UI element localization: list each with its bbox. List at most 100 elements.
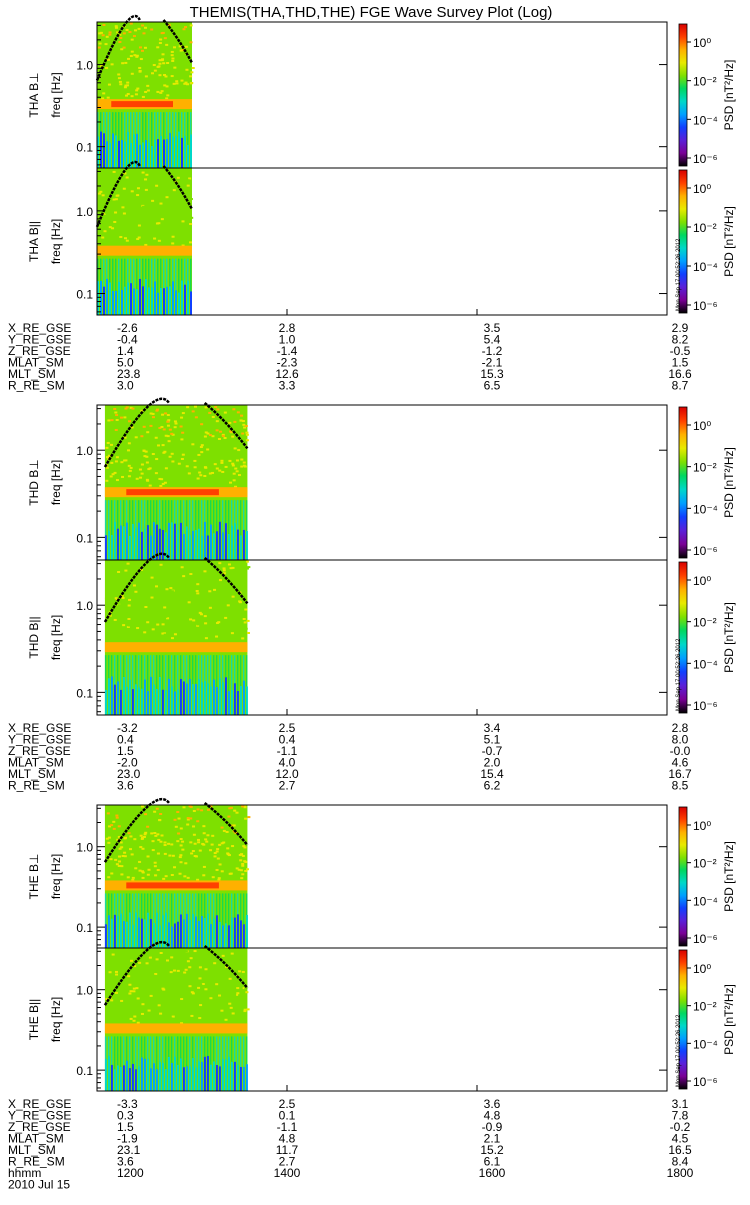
noise-column (224, 1059, 227, 1091)
figure-title: THEMIS(THA,THD,THE) FGE Wave Survey Plot… (190, 4, 553, 21)
noise-speck (241, 873, 245, 876)
noise-speck (163, 852, 167, 855)
noise-column (119, 1036, 122, 1067)
noise-speck (187, 216, 191, 219)
noise-speck (227, 573, 231, 576)
noise-speck (180, 998, 184, 1001)
noise-speck (220, 971, 224, 974)
ephemeris-label: MLAT_SM (8, 1132, 64, 1146)
noise-speck (153, 235, 157, 238)
noise-speck (116, 194, 120, 197)
noise-speck (181, 220, 185, 223)
noise-speck (166, 62, 170, 65)
noise-speck (113, 407, 117, 410)
noise-column (221, 500, 224, 533)
noise-speck (138, 961, 142, 964)
noise-speck (108, 31, 112, 34)
noise-speck (181, 848, 185, 851)
noise-speck (158, 59, 162, 62)
noise-column (230, 525, 233, 560)
noise-speck (194, 416, 198, 419)
ephemeris-value: 2.5 (279, 1097, 296, 1111)
noise-column (191, 500, 194, 531)
noise-speck (173, 818, 177, 821)
noise-column (110, 655, 113, 677)
noise-column (209, 924, 212, 948)
noise-column (176, 689, 179, 715)
noise-speck (118, 80, 122, 83)
noise-speck (228, 977, 232, 980)
noise-speck (163, 632, 167, 635)
noise-speck (181, 207, 185, 210)
noise-column (203, 893, 206, 918)
noise-speck (127, 832, 131, 835)
ephemeris-value: 2.0 (484, 756, 501, 770)
ephemeris-value: 1.4 (117, 344, 134, 358)
noise-speck (160, 90, 164, 93)
noise-column (227, 925, 230, 948)
noise-speck (189, 817, 193, 820)
colorbar-tick-label: 10⁰ (693, 419, 711, 433)
ephemeris-value: 11.7 (276, 1143, 299, 1157)
noise-speck (196, 583, 200, 586)
colorbar-title: PSD [nT²/Hz] (722, 602, 736, 673)
noise-column (187, 280, 189, 315)
noise-speck (216, 857, 220, 860)
noise-speck (115, 973, 119, 976)
noise-speck (204, 637, 208, 640)
noise-speck (216, 564, 220, 567)
noise-speck (155, 958, 159, 961)
noise-column (148, 287, 150, 315)
colorbar (678, 169, 688, 314)
noise-speck (244, 608, 248, 611)
noise-speck (196, 808, 200, 811)
noise-column (182, 1067, 185, 1091)
noise-speck (171, 225, 175, 228)
noise-speck (237, 868, 241, 871)
noise-speck (152, 630, 156, 633)
noise-column (154, 112, 156, 141)
noise-speck (182, 977, 186, 980)
noise-speck (180, 79, 184, 82)
ephemeris-value: 2.1 (484, 1132, 501, 1146)
noise-speck (136, 1021, 140, 1024)
noise-speck (124, 965, 128, 968)
noise-speck (120, 865, 124, 868)
noise-speck (121, 206, 125, 209)
noise-column (122, 921, 125, 948)
noise-speck (216, 587, 220, 590)
noise-column (221, 893, 224, 926)
noise-speck (111, 473, 115, 476)
noise-column (224, 1036, 227, 1060)
noise-speck (188, 235, 192, 238)
noise-column (100, 131, 102, 168)
noise-speck (189, 805, 193, 808)
noise-speck (143, 833, 147, 836)
noise-column (133, 134, 135, 168)
noise-speck (173, 633, 177, 636)
noise-column (160, 287, 162, 315)
noise-column (215, 531, 218, 560)
noise-column (128, 1036, 131, 1069)
noise-speck (133, 54, 137, 57)
noise-speck (151, 416, 155, 419)
noise-speck (165, 43, 169, 46)
noise-column (149, 918, 152, 948)
colorbar (678, 406, 688, 559)
noise-speck (178, 856, 182, 859)
noise-speck (132, 990, 136, 993)
noise-speck (162, 988, 166, 991)
noise-speck (109, 993, 113, 996)
noise-speck (189, 24, 193, 27)
noise-speck (234, 485, 238, 488)
ephemeris-value: -0.9 (482, 1120, 503, 1134)
noise-speck (207, 998, 211, 1001)
noise-column (188, 919, 191, 948)
noise-column (170, 1036, 173, 1063)
noise-speck (204, 431, 208, 434)
noise-speck (219, 948, 223, 951)
gyrofrequency-curve-left (103, 940, 171, 1006)
noise-speck (162, 169, 166, 172)
noise-column (97, 136, 99, 168)
noise-column (155, 524, 158, 560)
